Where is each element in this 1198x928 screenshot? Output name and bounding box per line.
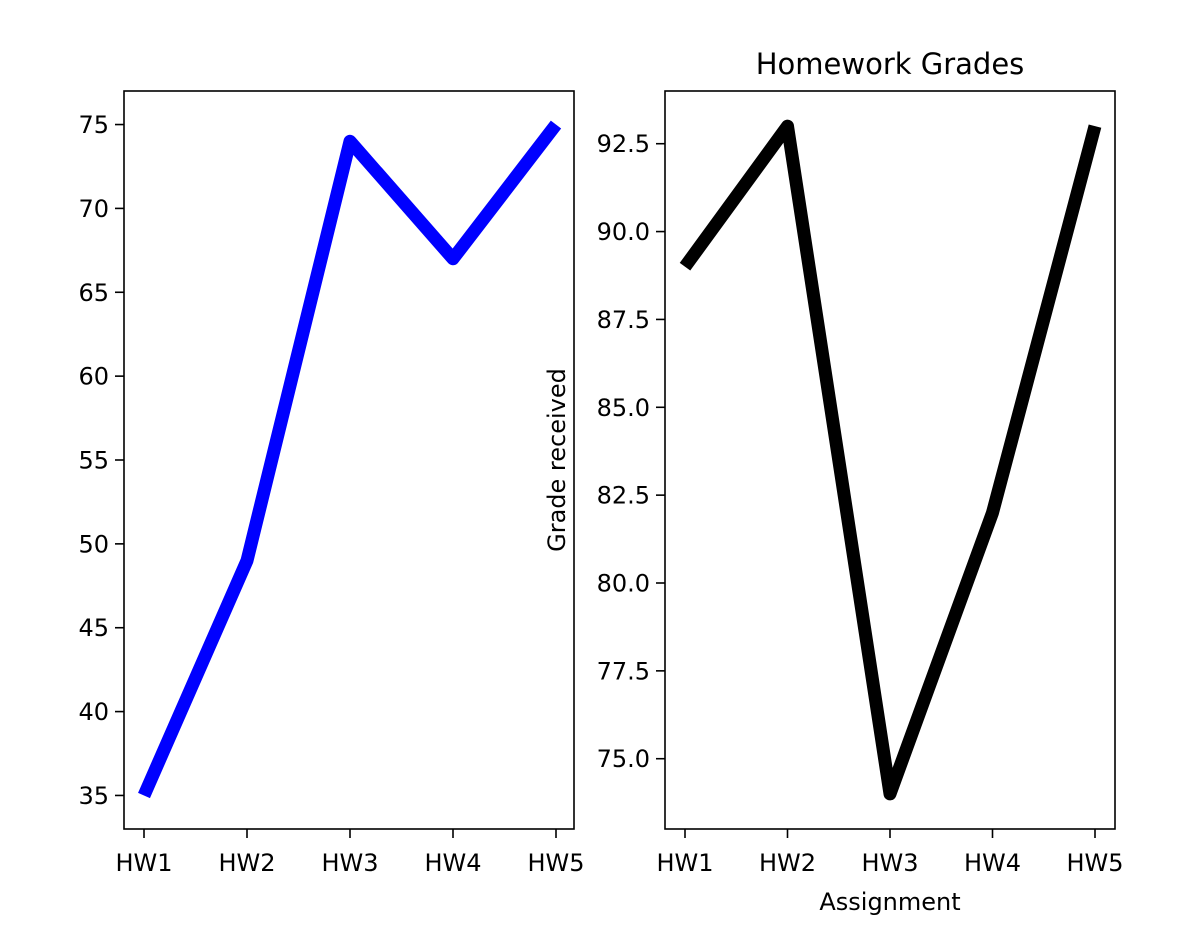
left-y-tick-label: 45 <box>78 614 109 642</box>
left-x-tick-label: HW1 <box>115 849 172 877</box>
right-x-tick-label: HW1 <box>656 849 713 877</box>
right-y-tick-label: 77.5 <box>597 657 650 685</box>
right-y-tick-label: 85.0 <box>597 394 650 422</box>
left-chart-panel: HW1 HW2 HW3 HW4 HW5 35 40 45 50 55 60 65 70 75 <box>78 90 585 877</box>
right-y-tick-label: 87.5 <box>597 306 650 334</box>
left-y-tick-label: 75 <box>78 111 109 139</box>
y-axis-title: Grade received <box>543 368 571 552</box>
right-x-tick-label: HW5 <box>1066 849 1123 877</box>
right-y-tick-label: 80.0 <box>597 570 650 598</box>
left-y-tick-label: 50 <box>78 530 109 558</box>
left-x-tick-label: HW3 <box>321 849 378 877</box>
left-ticks-group: HW1 HW2 HW3 HW4 HW5 35 40 45 50 55 60 65 70 75 <box>78 111 584 877</box>
right-y-tick-label: 75.0 <box>597 745 650 773</box>
right-x-tick-label: HW2 <box>759 849 816 877</box>
right-ticks-group: HW1 HW2 HW3 HW4 HW5 75.0 77.5 80.0 82.5 85.0 87.5 9… <box>597 130 1124 877</box>
right-x-tick-label: HW3 <box>861 849 918 877</box>
left-y-tick-label: 55 <box>78 447 109 475</box>
right-y-tick-label: 92.5 <box>597 130 650 158</box>
left-x-tick-label: HW4 <box>424 849 481 877</box>
left-y-tick-label: 65 <box>78 279 109 307</box>
left-x-tick-label: HW5 <box>527 849 584 877</box>
left-y-tick-label: 70 <box>78 195 109 223</box>
right-x-tick-label: HW4 <box>964 849 1021 877</box>
chart-title: Homework Grades <box>756 47 1025 81</box>
x-axis-title: Assignment <box>819 888 960 916</box>
left-y-tick-label: 40 <box>78 698 109 726</box>
right-y-tick-label: 90.0 <box>597 218 650 246</box>
left-series-line-group <box>138 120 562 799</box>
right-chart-panel: HW1 HW2 HW3 HW4 HW5 75.0 77.5 80.0 82.5 85.0 87.5 9… <box>543 47 1124 916</box>
right-y-tick-label: 82.5 <box>597 482 650 510</box>
right-plot-area <box>665 91 1115 829</box>
left-y-tick-label: 60 <box>78 363 109 391</box>
left-plot-area <box>124 91 574 829</box>
right-series-line-group <box>679 119 1102 801</box>
left-y-tick-label: 35 <box>78 782 109 810</box>
left-x-tick-label: HW2 <box>218 849 275 877</box>
